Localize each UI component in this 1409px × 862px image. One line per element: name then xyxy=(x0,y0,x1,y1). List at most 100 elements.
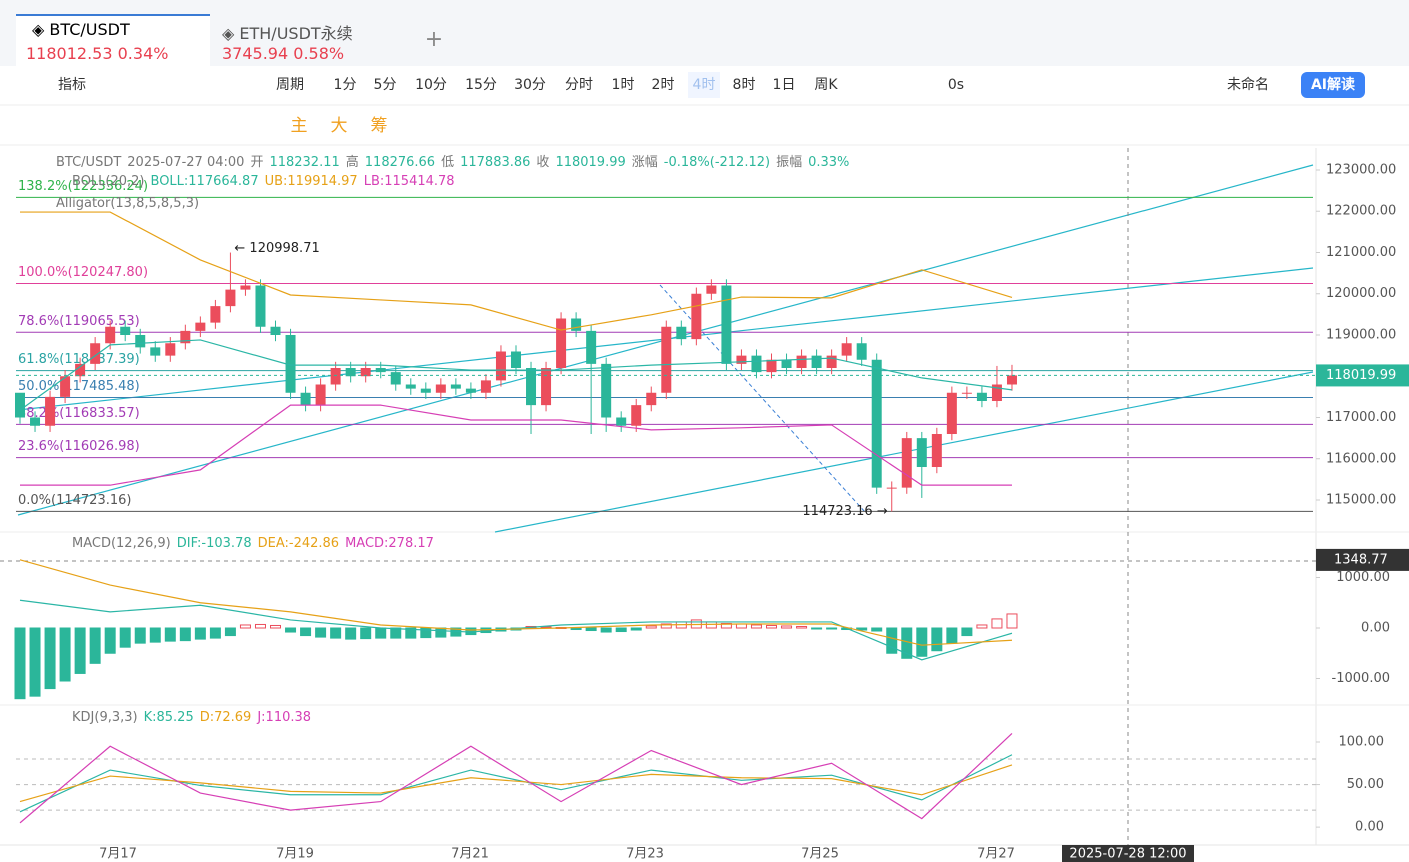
period-button[interactable]: 2时 xyxy=(652,77,675,93)
macd-bar xyxy=(390,627,402,639)
drawing-tool[interactable]: 筹 xyxy=(371,116,388,136)
period-button[interactable]: 1日 xyxy=(773,77,796,93)
candle-body xyxy=(345,368,356,377)
candle-body xyxy=(886,487,897,489)
ai-button[interactable]: AI解读 xyxy=(1311,76,1355,93)
candle-body xyxy=(691,293,702,340)
ai-button-bg[interactable] xyxy=(1301,72,1365,98)
alligator-legend: Alligator(13,8,5,8,5,3) xyxy=(56,196,200,211)
macd-bar xyxy=(179,627,191,642)
candle-body xyxy=(631,405,642,426)
macd-bar xyxy=(345,627,357,640)
macd-bar xyxy=(796,625,808,629)
candle-body xyxy=(781,359,792,369)
boll-ub: UB:119914.97 xyxy=(264,174,358,189)
period-button[interactable]: 10分 xyxy=(415,77,447,93)
candle-body xyxy=(315,384,326,406)
add-tab[interactable]: + xyxy=(425,27,443,52)
x-tick-label: 7月27 xyxy=(977,847,1015,862)
layout-name[interactable]: 未命名 xyxy=(1227,76,1269,93)
candle-body xyxy=(586,330,597,364)
macd-bar xyxy=(315,627,327,638)
active-tab[interactable] xyxy=(16,14,210,66)
candle-body xyxy=(480,380,491,393)
active-tab-indicator xyxy=(16,14,210,16)
kdj-legend: KDJ(9,3,3) K:85.25 D:72.69 J:110.38 xyxy=(72,710,317,725)
period-button[interactable]: 5分 xyxy=(374,77,397,93)
period-button[interactable]: 1分 xyxy=(334,77,357,93)
drawing-tool[interactable]: 主 xyxy=(291,116,308,136)
info-label: 涨幅 xyxy=(631,155,658,170)
macd-bar xyxy=(405,627,417,639)
candle-body xyxy=(330,368,341,385)
candle-body xyxy=(135,334,146,348)
kdj-title: KDJ(9,3,3) xyxy=(72,710,138,725)
macd-bar xyxy=(766,624,777,629)
crosshair-time-tag xyxy=(1062,845,1194,862)
info-label: 低 xyxy=(441,155,455,170)
tab-symbol[interactable]: ◈ ETH/USDT永续 xyxy=(222,24,353,43)
fib-label: 0.0%(114723.16) xyxy=(18,493,131,508)
boll-ub-line xyxy=(20,211,1013,331)
period-button[interactable]: 周K xyxy=(814,77,838,93)
macd-bar xyxy=(285,627,297,633)
period-button[interactable]: 15分 xyxy=(465,77,497,93)
y-tick-label: 0.00 xyxy=(1361,621,1390,636)
macd-bar xyxy=(14,627,26,700)
boll-title: BOLL(20,2) xyxy=(72,174,145,189)
tab-symbol[interactable]: ◈ BTC/USDT xyxy=(32,20,130,39)
macd-bar xyxy=(585,627,597,632)
candle-body xyxy=(405,384,416,389)
period-button[interactable]: 8时 xyxy=(733,77,756,93)
period-button[interactable]: 周期 xyxy=(276,77,304,93)
info-value: 0.33% xyxy=(808,155,850,170)
macd-bar xyxy=(916,627,928,657)
fib-label: 50.0%(117485.48) xyxy=(18,379,140,394)
y-tick-label: 116000.00 xyxy=(1326,451,1396,466)
macd-bar xyxy=(630,627,642,631)
candle-body xyxy=(901,438,912,488)
drawing-tool[interactable]: 大 xyxy=(331,116,348,136)
candle-body xyxy=(616,417,627,426)
fib-label: 61.8%(118137.39) xyxy=(18,352,140,367)
candle-body xyxy=(150,347,161,356)
candle-body xyxy=(60,376,71,397)
period-button[interactable]: 1时 xyxy=(612,77,635,93)
period-button[interactable]: 分时 xyxy=(565,77,593,93)
candle-body xyxy=(45,396,56,426)
info-value: 117883.86 xyxy=(460,155,531,170)
macd-bar xyxy=(1006,613,1018,629)
period-button[interactable]: 指标 xyxy=(58,77,86,93)
candle-body xyxy=(195,322,206,331)
candle-body xyxy=(390,372,401,385)
info-label: 高 xyxy=(345,155,359,170)
tab-bar xyxy=(0,0,1409,66)
macd-bar xyxy=(750,624,762,629)
macd-bar xyxy=(89,627,101,664)
info-symbol: BTC/USDT xyxy=(56,155,122,170)
macd-bar xyxy=(886,627,898,654)
y-tick-label: 123000.00 xyxy=(1326,162,1396,177)
boll-mid: BOLL:117664.87 xyxy=(150,174,259,189)
candle-body xyxy=(450,384,461,389)
candle-body xyxy=(706,285,717,294)
candle-body xyxy=(556,318,567,369)
d-line xyxy=(19,764,1013,803)
info-value: -0.18%(-212.12) xyxy=(663,155,771,170)
candle-body xyxy=(165,343,176,356)
candle-body xyxy=(796,355,807,369)
last-price-tag xyxy=(1316,364,1409,387)
macd-legend: MACD(12,26,9) DIF:-103.78 DEA:-242.86 MACD:… xyxy=(72,536,440,551)
cursor-label: 1348.77 xyxy=(1334,552,1388,567)
candle-body xyxy=(766,359,777,373)
crosshair-time-label: 2025-07-28 12:00 xyxy=(1069,847,1186,862)
info-label: 收 xyxy=(536,155,550,170)
candle-body xyxy=(420,388,431,393)
macd-bar xyxy=(209,627,221,639)
tab-price: 3745.94 xyxy=(222,44,289,63)
tab-symbol-text: BTC/USDT xyxy=(49,20,130,39)
candle-body xyxy=(961,392,972,394)
candle-body xyxy=(105,326,116,344)
period-button[interactable]: 30分 xyxy=(514,77,546,93)
